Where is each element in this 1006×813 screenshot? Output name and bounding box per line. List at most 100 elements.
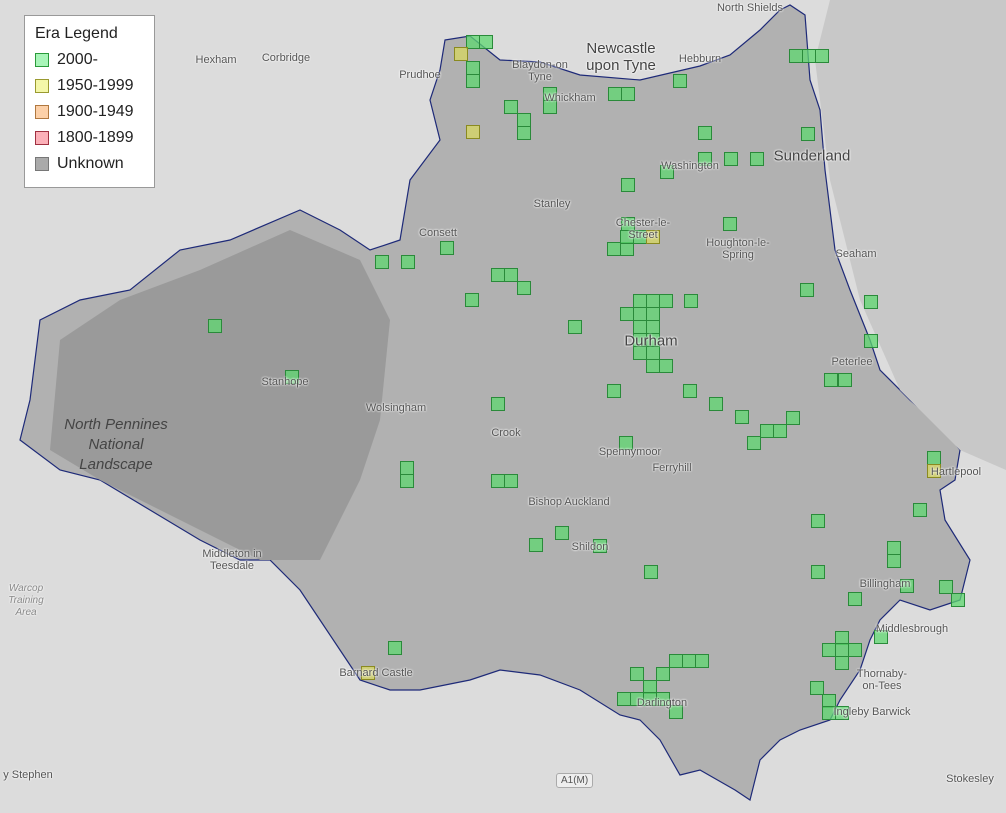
site-marker-2000[interactable] xyxy=(900,579,914,593)
site-marker-2000[interactable] xyxy=(593,539,607,553)
site-marker-2000[interactable] xyxy=(656,692,670,706)
site-marker-2000[interactable] xyxy=(913,503,927,517)
site-marker-2000[interactable] xyxy=(810,681,824,695)
site-marker-2000[interactable] xyxy=(656,667,670,681)
site-marker-2000[interactable] xyxy=(466,61,480,75)
site-marker-2000[interactable] xyxy=(388,641,402,655)
site-marker-2000[interactable] xyxy=(620,242,634,256)
site-marker-2000[interactable] xyxy=(939,580,953,594)
site-marker-2000[interactable] xyxy=(543,100,557,114)
site-marker-2000[interactable] xyxy=(811,514,825,528)
site-marker-2000[interactable] xyxy=(801,127,815,141)
site-marker-2000[interactable] xyxy=(491,474,505,488)
site-marker-2000[interactable] xyxy=(643,680,657,694)
site-marker-2000[interactable] xyxy=(504,474,518,488)
site-marker-2000[interactable] xyxy=(633,307,647,321)
site-marker-2000[interactable] xyxy=(835,631,849,645)
site-marker-2000[interactable] xyxy=(400,474,414,488)
site-marker-2000[interactable] xyxy=(491,268,505,282)
site-marker-2000[interactable] xyxy=(646,359,660,373)
site-marker-2000[interactable] xyxy=(800,283,814,297)
site-marker-2000[interactable] xyxy=(400,461,414,475)
site-marker-2000[interactable] xyxy=(848,592,862,606)
site-marker-2000[interactable] xyxy=(659,294,673,308)
site-marker-2000[interactable] xyxy=(951,593,965,607)
site-marker-2000[interactable] xyxy=(659,359,673,373)
site-marker-2000[interactable] xyxy=(838,373,852,387)
site-marker-2000[interactable] xyxy=(673,74,687,88)
site-marker-2000[interactable] xyxy=(773,424,787,438)
site-marker-2000[interactable] xyxy=(646,307,660,321)
site-marker-2000[interactable] xyxy=(835,706,849,720)
site-marker-2000[interactable] xyxy=(695,654,709,668)
site-marker-2000[interactable] xyxy=(517,126,531,140)
site-marker-2000[interactable] xyxy=(568,320,582,334)
site-marker-2000[interactable] xyxy=(887,541,901,555)
site-marker-2000[interactable] xyxy=(285,370,299,384)
site-marker-2000[interactable] xyxy=(491,397,505,411)
site-marker-2000[interactable] xyxy=(620,307,634,321)
site-marker-2000[interactable] xyxy=(504,100,518,114)
site-marker-2000[interactable] xyxy=(864,334,878,348)
site-marker-2000[interactable] xyxy=(660,165,674,179)
site-marker-2000[interactable] xyxy=(630,667,644,681)
site-marker-2000[interactable] xyxy=(724,152,738,166)
site-marker-2000[interactable] xyxy=(401,255,415,269)
site-marker-2000[interactable] xyxy=(709,397,723,411)
site-marker-2000[interactable] xyxy=(698,152,712,166)
site-marker-2000[interactable] xyxy=(723,217,737,231)
site-marker-2000[interactable] xyxy=(555,526,569,540)
site-marker-2000[interactable] xyxy=(747,436,761,450)
site-marker-2000[interactable] xyxy=(529,538,543,552)
site-marker-2000[interactable] xyxy=(824,373,838,387)
site-marker-2000[interactable] xyxy=(608,87,622,101)
site-marker-2000[interactable] xyxy=(617,692,631,706)
site-marker-2000[interactable] xyxy=(607,384,621,398)
site-marker-2000[interactable] xyxy=(466,35,480,49)
site-marker-2000[interactable] xyxy=(750,152,764,166)
site-marker-2000[interactable] xyxy=(607,242,621,256)
site-marker-2000[interactable] xyxy=(375,255,389,269)
site-marker-2000[interactable] xyxy=(646,294,660,308)
site-marker-2000[interactable] xyxy=(621,178,635,192)
site-marker-2000[interactable] xyxy=(619,436,633,450)
site-marker-2000[interactable] xyxy=(633,294,647,308)
site-marker-2000[interactable] xyxy=(440,241,454,255)
site-marker-2000[interactable] xyxy=(479,35,493,49)
site-marker-2000[interactable] xyxy=(874,630,888,644)
site-marker-1950-1999[interactable] xyxy=(466,125,480,139)
site-marker-1950-1999[interactable] xyxy=(927,464,941,478)
site-marker-2000[interactable] xyxy=(517,281,531,295)
site-marker-1950-1999[interactable] xyxy=(361,666,375,680)
site-marker-2000[interactable] xyxy=(835,643,849,657)
site-marker-2000[interactable] xyxy=(683,384,697,398)
site-marker-2000[interactable] xyxy=(789,49,803,63)
site-marker-2000[interactable] xyxy=(466,74,480,88)
site-marker-2000[interactable] xyxy=(684,294,698,308)
site-marker-2000[interactable] xyxy=(669,654,683,668)
site-marker-2000[interactable] xyxy=(927,451,941,465)
site-marker-2000[interactable] xyxy=(517,113,531,127)
site-marker-2000[interactable] xyxy=(802,49,816,63)
site-marker-2000[interactable] xyxy=(835,656,849,670)
site-marker-2000[interactable] xyxy=(735,410,749,424)
site-marker-2000[interactable] xyxy=(760,424,774,438)
site-marker-1950-1999[interactable] xyxy=(454,47,468,61)
site-marker-2000[interactable] xyxy=(669,705,683,719)
site-marker-2000[interactable] xyxy=(644,565,658,579)
site-marker-1950-1999[interactable] xyxy=(646,230,660,244)
site-marker-2000[interactable] xyxy=(465,293,479,307)
site-marker-2000[interactable] xyxy=(786,411,800,425)
site-marker-2000[interactable] xyxy=(698,126,712,140)
site-marker-2000[interactable] xyxy=(621,87,635,101)
site-marker-2000[interactable] xyxy=(822,643,836,657)
site-marker-2000[interactable] xyxy=(887,554,901,568)
site-marker-2000[interactable] xyxy=(504,268,518,282)
site-marker-2000[interactable] xyxy=(682,654,696,668)
site-marker-2000[interactable] xyxy=(208,319,222,333)
site-marker-2000[interactable] xyxy=(864,295,878,309)
site-marker-2000[interactable] xyxy=(848,643,862,657)
site-marker-2000[interactable] xyxy=(815,49,829,63)
site-marker-2000[interactable] xyxy=(811,565,825,579)
